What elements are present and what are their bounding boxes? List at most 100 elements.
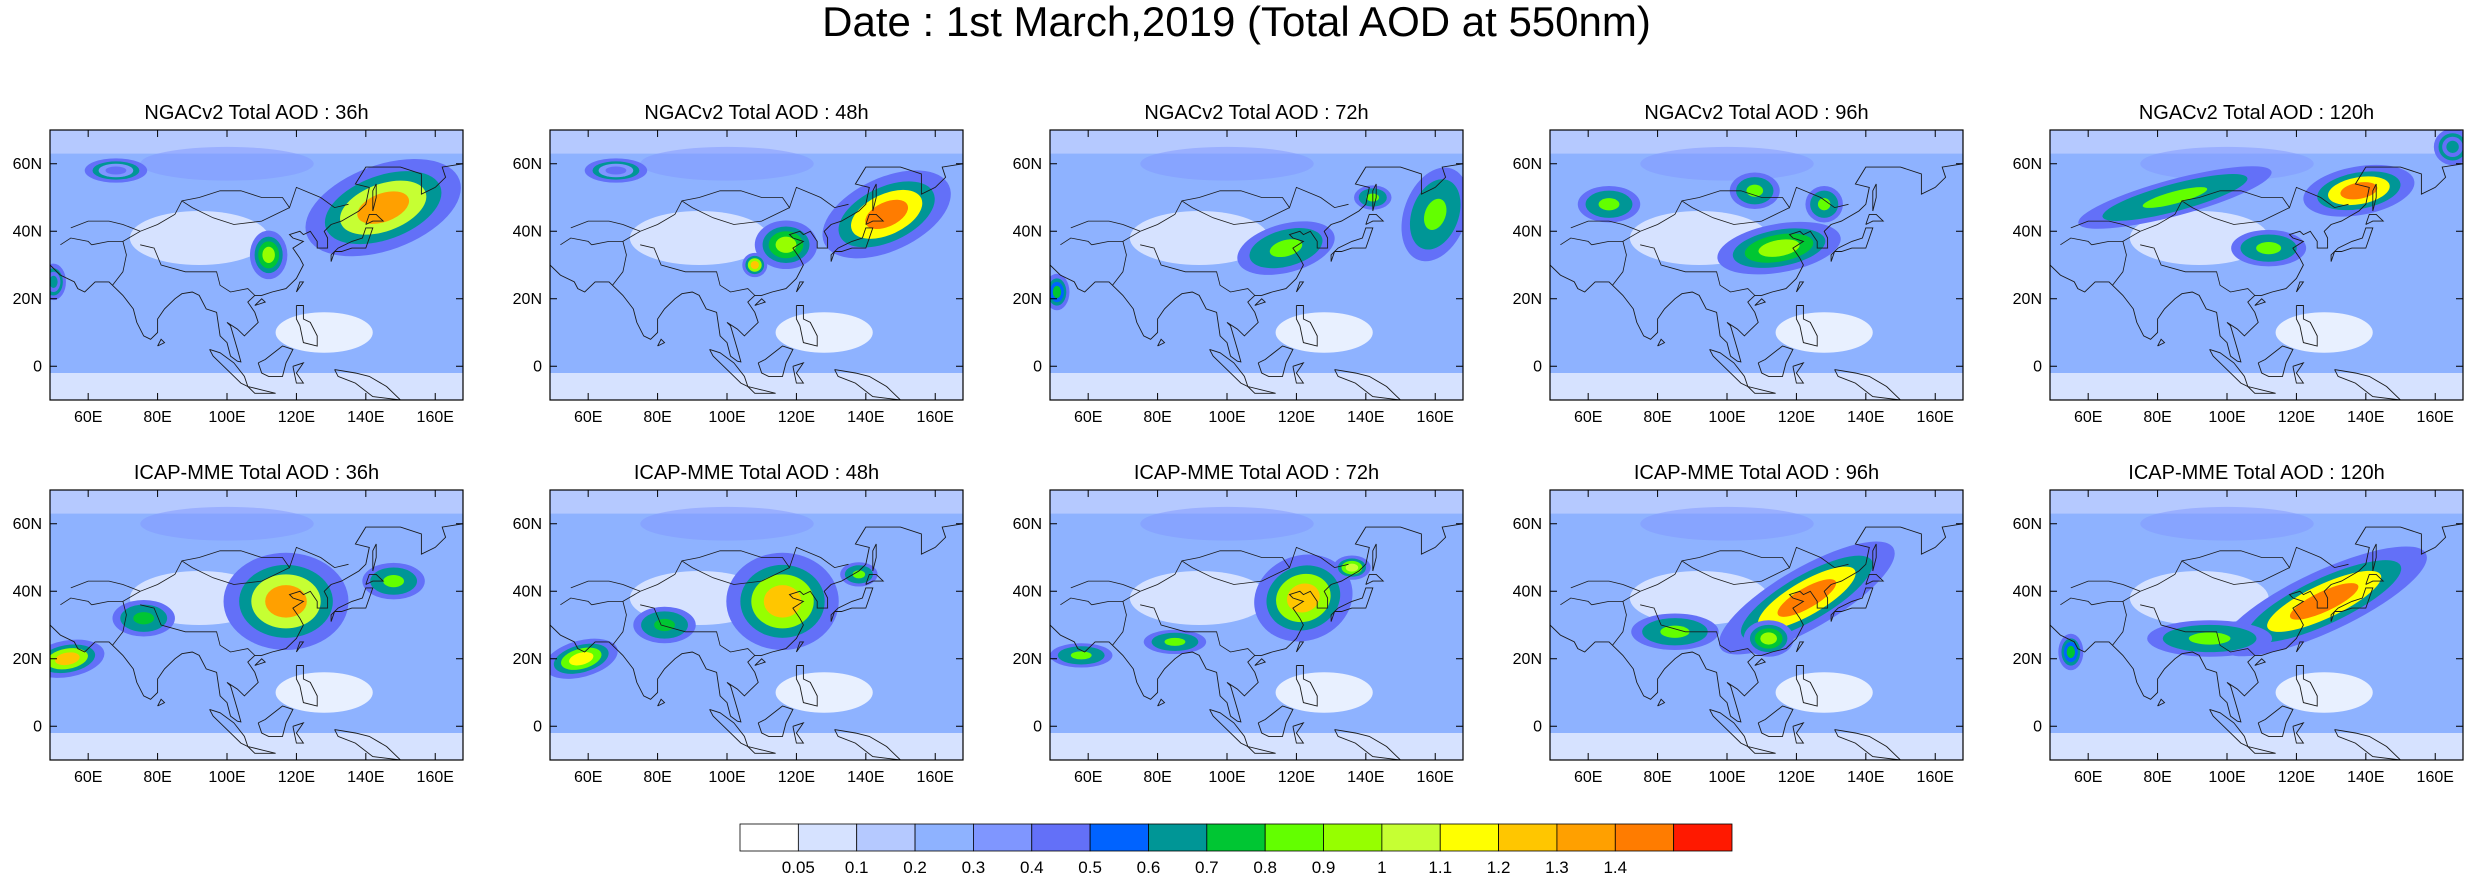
aod-hotspot	[1070, 651, 1092, 660]
y-tick-label: 60N	[1513, 516, 1542, 533]
country-border	[2112, 241, 2127, 286]
coastline	[1295, 665, 1318, 707]
coastline	[292, 362, 305, 384]
panel-frame	[549, 489, 964, 761]
country-border	[591, 186, 849, 246]
coastline	[2372, 543, 2377, 572]
country-border	[1140, 244, 1256, 296]
y-tick-label: 20N	[2013, 651, 2042, 668]
colorbar-swatch	[1439, 823, 1499, 852]
x-tick-label: 160E	[1417, 409, 1454, 426]
aod-hotspot	[265, 585, 307, 618]
coastline	[657, 698, 666, 707]
coastline	[1872, 183, 1877, 212]
coastline	[834, 369, 902, 400]
colorbar-swatch	[1556, 823, 1616, 852]
coastline	[2257, 345, 2294, 377]
coastline	[872, 543, 877, 572]
aod-low-band-south	[1050, 373, 1463, 400]
country-border	[612, 601, 627, 646]
country-border	[2140, 604, 2256, 656]
y-tick-label: 40N	[513, 583, 542, 600]
panel-frame	[49, 129, 464, 401]
x-tick-label: 80E	[1143, 409, 1171, 426]
coastline	[1830, 587, 1874, 622]
country-border	[1681, 560, 1790, 585]
panel-title: ICAP-MME Total AOD : 96h	[1634, 462, 1879, 484]
x-tick-label: 160E	[417, 769, 454, 786]
panel-title: ICAP-MME Total AOD : 48h	[634, 462, 879, 484]
panel-title: NGACv2 Total AOD : 72h	[1144, 102, 1368, 124]
coastline	[1257, 345, 1294, 377]
x-tick-label: 140E	[2347, 769, 2384, 786]
aod-low-region	[1775, 672, 1873, 713]
aod-low-band-south	[1050, 733, 1463, 760]
aod-hotspot	[50, 275, 58, 288]
coastline	[1334, 729, 1402, 760]
coastline	[1050, 163, 1463, 363]
colorbar-swatch	[1148, 823, 1208, 852]
coastline	[2157, 338, 2166, 347]
coastline	[747, 746, 776, 754]
x-tick-label: 160E	[917, 409, 954, 426]
colorbar-label: 0.6	[1137, 858, 1161, 874]
coastline	[1295, 281, 1305, 293]
coastline	[2295, 665, 2318, 707]
coastline	[795, 641, 805, 653]
aod-low-band-north	[50, 130, 463, 154]
aod-moderate-region	[2140, 506, 2314, 541]
aod-moderate-region	[140, 146, 314, 181]
x-tick-label: 120E	[1278, 769, 1315, 786]
country-border	[2070, 580, 2141, 592]
y-tick-label: 40N	[513, 223, 542, 240]
coastline	[247, 746, 276, 754]
x-tick-label: 160E	[1917, 769, 1954, 786]
coastline	[2330, 227, 2374, 262]
coastline	[2365, 573, 2385, 585]
country-border	[1070, 580, 1141, 592]
coastline	[2050, 163, 2463, 363]
country-border	[91, 546, 349, 606]
coastline	[50, 523, 463, 723]
country-border	[560, 237, 592, 246]
country-border	[2181, 560, 2290, 585]
aod-hotspot	[1758, 239, 1800, 257]
coastline	[247, 386, 276, 394]
x-tick-label: 160E	[1917, 409, 1954, 426]
y-tick-label: 40N	[13, 223, 42, 240]
aod-low-region	[2275, 672, 2373, 713]
coastline	[1247, 746, 1276, 754]
x-tick-label: 80E	[643, 409, 671, 426]
x-tick-label: 120E	[778, 769, 815, 786]
coastline	[1795, 281, 1805, 293]
country-border	[1560, 597, 1592, 606]
x-tick-label: 120E	[1778, 769, 1815, 786]
x-tick-label: 60E	[574, 409, 602, 426]
coastline	[1295, 305, 1318, 347]
x-tick-label: 60E	[74, 769, 102, 786]
aod-hotspot	[1817, 198, 1831, 211]
aod-moderate-region	[1640, 506, 1814, 541]
country-border	[1181, 560, 1290, 585]
map-panel-r2-c3: 60E 80E 100E 120E 140E 160E 60N 40N 20N 0 ICAP-MME…	[1013, 462, 1464, 786]
y-tick-label: 20N	[1013, 651, 1042, 668]
country-border	[1591, 186, 1849, 246]
aod-hotspot	[569, 652, 594, 666]
x-tick-label: 60E	[2074, 769, 2102, 786]
y-tick-label: 20N	[1513, 291, 1542, 308]
coastline	[795, 281, 805, 293]
panel-title: ICAP-MME Total AOD : 120h	[2128, 462, 2384, 484]
x-tick-label: 60E	[1574, 409, 1602, 426]
coastline	[2257, 705, 2294, 737]
country-border	[1070, 220, 1141, 232]
coastline	[657, 338, 666, 347]
aod-hotspot	[2188, 632, 2231, 645]
coastline	[754, 658, 767, 666]
colorbar-swatch	[1614, 823, 1675, 852]
aod-low-band-north	[1050, 130, 1463, 154]
aod-hotspot	[262, 246, 275, 263]
coastline	[295, 665, 318, 707]
coastline	[1754, 658, 1767, 666]
coastline	[365, 573, 385, 585]
